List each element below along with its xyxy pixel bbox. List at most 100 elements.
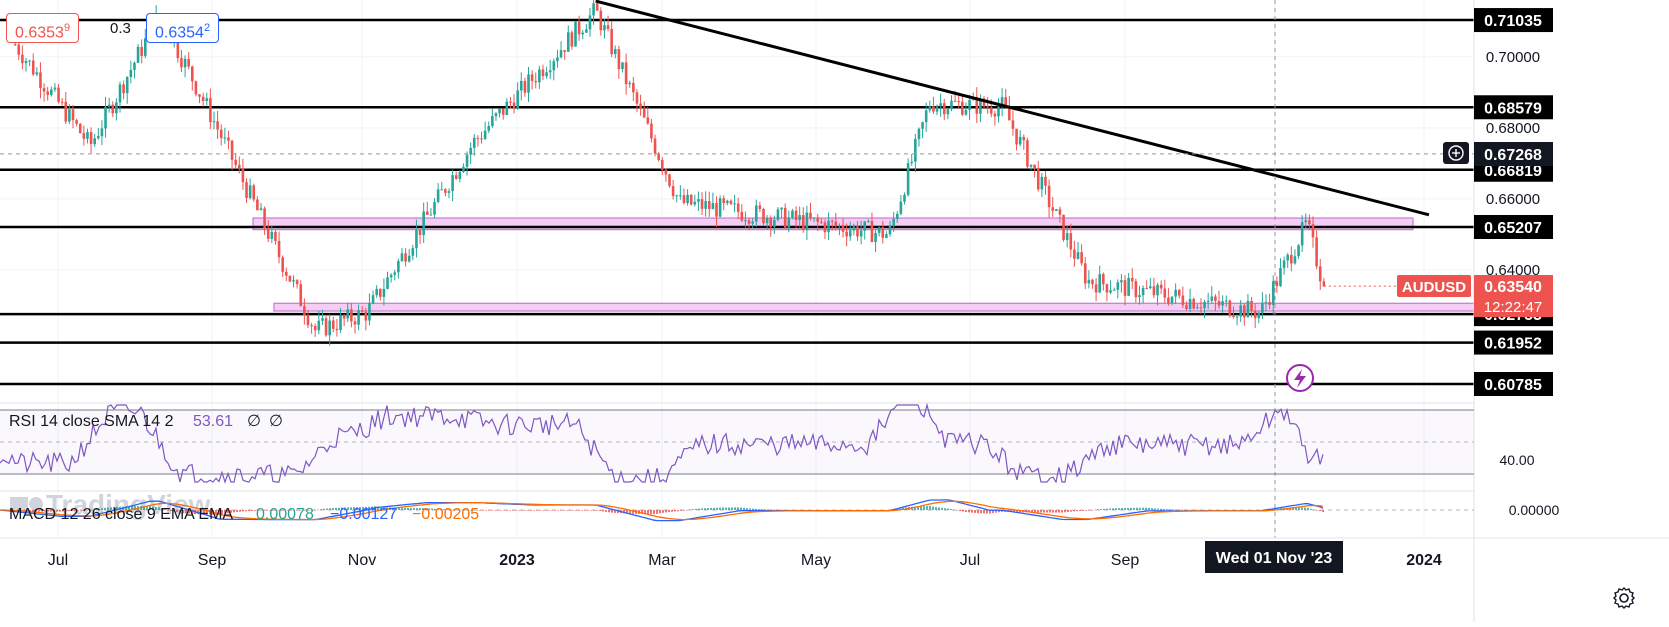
macd-histogram-bar <box>653 510 655 515</box>
macd-histogram-bar <box>1079 510 1081 512</box>
candle-body <box>71 109 75 121</box>
macd-histogram-bar <box>89 510 91 511</box>
sell-price-button[interactable]: 0.63539 <box>6 13 80 43</box>
sell-price: 0.6353 <box>15 24 64 42</box>
candle-body <box>335 328 339 331</box>
candle-body <box>874 232 877 243</box>
last-price-label: AUDUSD 0.63540 12:22:47 <box>1397 275 1553 317</box>
candle-body <box>248 185 252 198</box>
candle-body <box>397 261 400 273</box>
macd-histogram-bar <box>692 509 694 510</box>
candle-body <box>13 44 17 46</box>
macd-histogram-bar <box>650 510 652 515</box>
time-axis-tick: Nov <box>348 552 376 569</box>
candle-body <box>78 123 82 134</box>
candle-body <box>707 200 711 210</box>
candle-body <box>816 217 820 222</box>
macd-histogram-bar <box>509 510 511 511</box>
rsi-value: 53.61 <box>193 413 233 430</box>
candle-body <box>1185 304 1188 310</box>
macd-histogram-bar <box>1073 510 1075 512</box>
candle-body <box>458 171 462 179</box>
candle-body <box>230 140 234 160</box>
macd-histogram-bar <box>1175 509 1177 511</box>
candle-body <box>653 138 657 154</box>
candle-body <box>476 137 480 139</box>
candle-body <box>107 104 111 107</box>
candle-body <box>364 311 368 321</box>
settings-gear-icon[interactable] <box>1611 585 1637 611</box>
candle-body <box>284 271 288 276</box>
macd-histogram-bar <box>290 510 292 511</box>
macd-histogram-bar <box>641 510 643 515</box>
events-lightning-icon[interactable] <box>1286 364 1314 392</box>
candle-body <box>603 25 606 31</box>
candle-body <box>1029 164 1033 167</box>
price-axis[interactable]: 0.70000 0.68000 0.66000 0.64000 0.71035 0.685… <box>1474 8 1553 397</box>
macd-histogram-bar <box>350 507 352 510</box>
candle-body <box>541 69 545 77</box>
macd-histogram-bar <box>383 507 385 510</box>
candle-body <box>953 100 957 102</box>
macd-histogram-bar <box>587 510 589 511</box>
candle-body <box>259 208 263 211</box>
candle-body <box>924 110 928 123</box>
candle-body <box>68 109 71 122</box>
candle-body <box>957 101 961 103</box>
macd-histogram-bar <box>209 510 211 515</box>
candle-body <box>404 253 407 262</box>
candle-body <box>1261 302 1264 313</box>
candle-body <box>729 200 733 204</box>
macd-histogram-bar <box>1148 507 1150 510</box>
rsi-extra-2: ∅ <box>269 413 283 430</box>
candle-body <box>389 274 393 278</box>
time-axis[interactable]: Jul Sep Nov 2023 Mar May Jul Sep 2024 <box>48 552 1442 569</box>
macd-histogram-bar <box>455 509 457 511</box>
price-axis-tick: 0.68000 <box>1486 120 1540 137</box>
candle-body <box>1116 282 1120 290</box>
candle-body <box>563 50 566 52</box>
candle-body <box>895 213 899 220</box>
macd-histogram-bar <box>995 510 997 513</box>
macd-histogram-bar <box>62 510 64 512</box>
candle-body <box>885 234 888 238</box>
macd-histogram-bar <box>1049 510 1051 513</box>
candle-body <box>1199 307 1203 309</box>
macd-histogram-bar <box>1085 510 1087 511</box>
time-axis-tick: Jul <box>48 552 68 569</box>
candle-body <box>964 109 968 115</box>
buy-price-button[interactable]: 0.63542 <box>146 13 220 43</box>
candle-body <box>303 306 306 316</box>
candle-body <box>997 106 1000 117</box>
macd-histogram-bar <box>245 510 247 512</box>
macd-histogram-bar <box>1166 509 1168 510</box>
macd-histogram-bar <box>158 507 160 510</box>
macd-histogram-bar <box>749 508 751 510</box>
candle-body <box>671 186 675 197</box>
macd-histogram-bar <box>1100 509 1102 510</box>
candle-body <box>1080 252 1083 264</box>
candle-body <box>1073 249 1076 259</box>
candle-body <box>1083 263 1087 284</box>
candle-body <box>1246 300 1250 318</box>
candle-body <box>1275 281 1279 287</box>
candle-body <box>841 225 845 232</box>
macd-histogram-bar <box>968 510 970 513</box>
macd-histogram-bar <box>77 510 79 511</box>
macd-histogram-bar <box>527 510 529 511</box>
macd-histogram-bar <box>1109 508 1111 510</box>
candle-body <box>494 113 498 117</box>
candle-body <box>961 101 964 115</box>
macd-histogram-bar <box>50 510 52 512</box>
macd-histogram-bar <box>299 510 301 511</box>
candle-body <box>693 201 697 205</box>
rsi-pane <box>0 402 1474 484</box>
macd-histogram-bar <box>473 509 475 511</box>
candle-body <box>353 321 357 325</box>
macd-histogram-bar <box>395 507 397 510</box>
candle-body <box>679 195 682 197</box>
candle-body <box>483 130 487 139</box>
sell-price-pip: 9 <box>63 22 71 34</box>
